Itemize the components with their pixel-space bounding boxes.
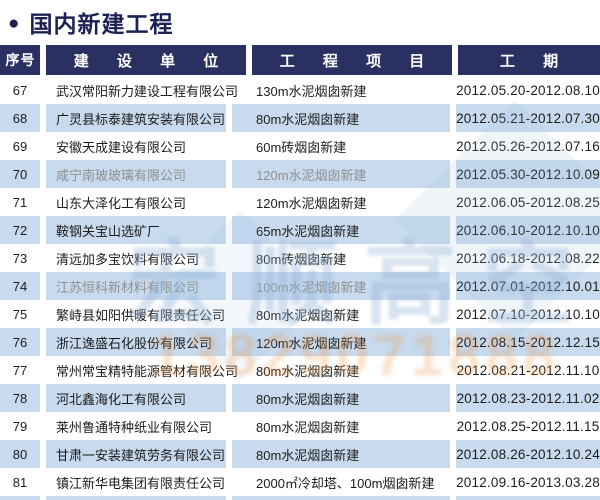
table-row: 80 甘肃一安装建筑劳务有限公司 80m水泥烟囱新建 2012.08.26-20… xyxy=(0,440,600,468)
row-number-cell: 67 xyxy=(12,82,28,98)
period-cell xyxy=(456,496,600,500)
project-cell: 80m砖烟囱新建 xyxy=(256,251,347,267)
row-number-cell: 79 xyxy=(12,418,28,434)
row-number-cell: 68 xyxy=(0,104,40,132)
row-number-cell: 71 xyxy=(12,194,28,210)
table-row: 71 山东大泽化工有限公司 120m水泥烟囱新建 2012.06.05-2012… xyxy=(0,188,600,216)
period-cell: 2012.08.25-2012.11.15 xyxy=(456,418,600,434)
row-number-cell: 72 xyxy=(0,216,40,244)
company-cell: 河北鑫海化工有限公司 xyxy=(46,384,226,412)
period-cell: 2012.09.16-2013.03.28 xyxy=(456,474,600,490)
table-body: 67 武汉常阳新力建设工程有限公司 130m水泥烟囱新建 2012.05.20-… xyxy=(0,76,600,500)
period-cell: 2012.06.10-2012.10.10 xyxy=(456,216,600,244)
row-number-cell: 78 xyxy=(0,384,40,412)
company-cell: 山东大泽化工有限公司 xyxy=(56,195,187,211)
page-title: ● 国内新建工程 xyxy=(8,6,173,38)
row-number-cell: 74 xyxy=(0,272,40,300)
project-cell: 120m水泥烟囱新建 xyxy=(256,195,367,211)
period-cell: 2012.06.05-2012.08.25 xyxy=(456,194,600,210)
project-cell: 100m水泥烟囱新建 xyxy=(232,272,450,300)
company-cell: 繁峙县如阳供暖有限责任公司 xyxy=(56,307,226,323)
project-cell xyxy=(232,496,450,500)
period-cell: 2012.07.01-2012.10.01 xyxy=(456,272,600,300)
project-cell: 80m水泥烟囱新建 xyxy=(232,440,450,468)
table-row: 73 清远加多宝饮料有限公司 80m砖烟囱新建 2012.06.18-2012.… xyxy=(0,244,600,272)
row-number-cell: 73 xyxy=(12,250,28,266)
period-cell: 2012.05.26-2012.07.16 xyxy=(456,138,600,154)
table-row: 76 浙江逸盛石化股份有限公司 120m水泥烟囱新建 2012.08.15-20… xyxy=(0,328,600,356)
project-cell: 80m水泥烟囱新建 xyxy=(232,104,450,132)
company-cell: 安徽天成建设有限公司 xyxy=(56,139,187,155)
period-cell: 2012.05.20-2012.08.10 xyxy=(456,82,600,98)
company-cell: 莱州鲁通特种纸业有限公司 xyxy=(56,419,213,435)
row-number-cell: 76 xyxy=(0,328,40,356)
table-row: 74 江苏恒科新材料有限公司 100m水泥烟囱新建 2012.07.01-201… xyxy=(0,272,600,300)
table-row: 67 武汉常阳新力建设工程有限公司 130m水泥烟囱新建 2012.05.20-… xyxy=(0,76,600,104)
table-row xyxy=(0,496,600,500)
bullet-icon: ● xyxy=(8,12,21,34)
table-row: 79 莱州鲁通特种纸业有限公司 80m水泥烟囱新建 2012.08.25-201… xyxy=(0,412,600,440)
row-number-cell: 81 xyxy=(12,474,28,490)
header-company: 建 设 单 位 xyxy=(46,45,246,75)
table-row: 81 镇江新华电集团有限责任公司 2000㎡冷却塔、100m烟囱新建 2012.… xyxy=(0,468,600,496)
company-cell: 鞍钢关宝山选矿厂 xyxy=(46,216,226,244)
project-cell: 80m水泥烟囱新建 xyxy=(256,363,360,379)
company-cell: 清远加多宝饮料有限公司 xyxy=(56,251,200,267)
company-cell: 甘肃一安装建筑劳务有限公司 xyxy=(46,440,226,468)
period-cell: 2012.08.23-2012.11.02 xyxy=(456,384,600,412)
company-cell: 镇江新华电集团有限责任公司 xyxy=(56,475,226,491)
header-no: 序号 xyxy=(0,45,40,75)
period-cell: 2012.08.15-2012.12.15 xyxy=(456,328,600,356)
period-cell: 2012.08.21-2012.11.10 xyxy=(456,362,600,378)
company-cell: 广灵县标泰建筑安装有限公司 xyxy=(46,104,226,132)
period-cell: 2012.08.26-2012.10.24 xyxy=(456,440,600,468)
table-row: 77 常州常宝精特能源管材有限公司 80m水泥烟囱新建 2012.08.21-2… xyxy=(0,356,600,384)
header-project: 工 程 项 目 xyxy=(252,45,452,75)
table-header-row: 序号 建 设 单 位 工 程 项 目 工 期 xyxy=(0,45,600,75)
project-cell: 120m水泥烟囱新建 xyxy=(232,160,450,188)
company-cell: 江苏恒科新材料有限公司 xyxy=(46,272,226,300)
period-cell: 2012.07.10-2012.10.10 xyxy=(456,306,600,322)
period-cell: 2012.06.18-2012.08.22 xyxy=(456,250,600,266)
table-row: 72 鞍钢关宝山选矿厂 65m水泥烟囱新建 2012.06.10-2012.10… xyxy=(0,216,600,244)
project-cell: 130m水泥烟囱新建 xyxy=(256,83,367,99)
period-cell: 2012.05.30-2012.10.09 xyxy=(456,160,600,188)
company-cell xyxy=(46,496,226,500)
table-row: 75 繁峙县如阳供暖有限责任公司 80m水泥烟囱新建 2012.07.10-20… xyxy=(0,300,600,328)
table-row: 68 广灵县标泰建筑安装有限公司 80m水泥烟囱新建 2012.05.21-20… xyxy=(0,104,600,132)
row-number-cell: 77 xyxy=(12,362,28,378)
project-cell: 80m水泥烟囱新建 xyxy=(232,384,450,412)
table-row: 78 河北鑫海化工有限公司 80m水泥烟囱新建 2012.08.23-2012.… xyxy=(0,384,600,412)
row-number-cell: 69 xyxy=(12,138,28,154)
row-number-cell: 80 xyxy=(0,440,40,468)
row-number-cell xyxy=(0,496,40,500)
table-row: 70 咸宁南玻玻璃有限公司 120m水泥烟囱新建 2012.05.30-2012… xyxy=(0,160,600,188)
company-cell: 武汉常阳新力建设工程有限公司 xyxy=(56,83,239,99)
header-period: 工 期 xyxy=(458,45,600,75)
project-cell: 2000㎡冷却塔、100m烟囱新建 xyxy=(256,475,435,491)
company-cell: 咸宁南玻玻璃有限公司 xyxy=(46,160,226,188)
project-cell: 120m水泥烟囱新建 xyxy=(232,328,450,356)
project-cell: 80m水泥烟囱新建 xyxy=(256,307,360,323)
page-title-text: 国内新建工程 xyxy=(29,11,174,37)
company-cell: 浙江逸盛石化股份有限公司 xyxy=(46,328,226,356)
project-cell: 80m水泥烟囱新建 xyxy=(256,419,360,435)
row-number-cell: 70 xyxy=(0,160,40,188)
period-cell: 2012.05.21-2012.07.30 xyxy=(456,104,600,132)
row-number-cell: 75 xyxy=(12,306,28,322)
company-cell: 常州常宝精特能源管材有限公司 xyxy=(56,363,239,379)
table-row: 69 安徽天成建设有限公司 60m砖烟囱新建 2012.05.26-2012.0… xyxy=(0,132,600,160)
project-cell: 65m水泥烟囱新建 xyxy=(232,216,450,244)
project-cell: 60m砖烟囱新建 xyxy=(256,139,347,155)
